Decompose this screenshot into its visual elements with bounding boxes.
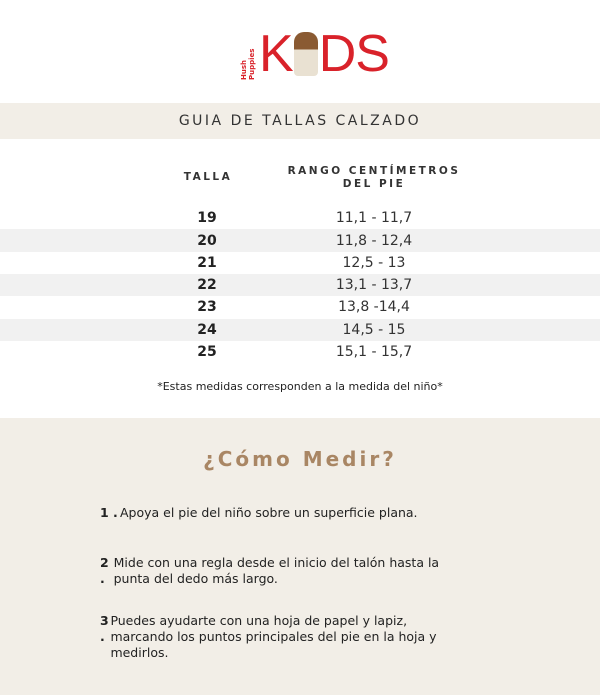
rango-cell: 12,5 - 13 [342,254,406,271]
step-text: Puedes ayudarte con una hoja de papel y … [110,613,437,660]
logo-ds: DS [318,25,390,83]
basset-hound-icon [293,32,318,76]
how-to-measure-section [0,418,600,695]
header-rango: RANGO CENTÍMETROS DEL PIE [284,165,464,191]
header-talla: TALLA [183,171,233,183]
header-rango-line2: DEL PIE [342,178,406,190]
logo-brand: Hush Puppies [240,48,256,80]
rango-cell: 11,8 - 12,4 [335,232,413,249]
step-1: 1 . Apoya el pie del niño sobre un superf… [100,505,420,521]
step-text: Apoya el pie del niño sobre un superfici… [120,505,418,520]
talla-cell: 22 [197,277,217,294]
talla-cell: 25 [197,344,217,361]
rango-cell: 13,1 - 13,7 [335,277,413,294]
page-title: GUIA DE TALLAS CALZADO [0,103,600,139]
talla-cell: 20 [197,232,217,249]
table-row: 20 11,8 - 12,4 [0,229,600,252]
table-row: 21 12,5 - 13 [0,252,600,275]
table-row: 24 14,5 - 15 [0,318,600,341]
step-3: 3 . Puedes ayudarte con una hoja de papel… [100,613,470,661]
rango-cell: 14,5 - 15 [342,321,406,338]
table-row: 25 15,1 - 15,7 [0,341,600,364]
talla-cell: 24 [197,321,217,338]
logo-k: K [259,25,294,83]
talla-cell: 19 [197,210,217,227]
table-row: 19 11,1 - 11,7 [0,207,600,230]
header-rango-line1: RANGO CENTÍMETROS [287,165,461,177]
talla-cell: 21 [197,254,217,271]
step-number: 2 . [100,555,109,586]
rango-cell: 15,1 - 15,7 [335,344,413,361]
step-number: 3 . [100,613,109,644]
rango-cell: 13,8 -14,4 [338,299,410,316]
how-to-measure-title: ¿Cómo Medir? [203,447,397,471]
talla-cell: 23 [197,299,217,316]
step-2: 2 . Mide con una regla desde el inicio de… [100,555,450,587]
step-number: 1 . [100,505,118,520]
measurement-note: *Estas medidas corresponden a la medida … [157,380,443,393]
step-text: Mide con una regla desde el inicio del t… [113,555,440,586]
table-row: 22 13,1 - 13,7 [0,273,600,297]
hush-puppies-kids-logo: Hush Puppies K DS [240,25,390,83]
rango-cell: 11,1 - 11,7 [335,210,413,227]
table-row: 23 13,8 -14,4 [0,296,600,319]
